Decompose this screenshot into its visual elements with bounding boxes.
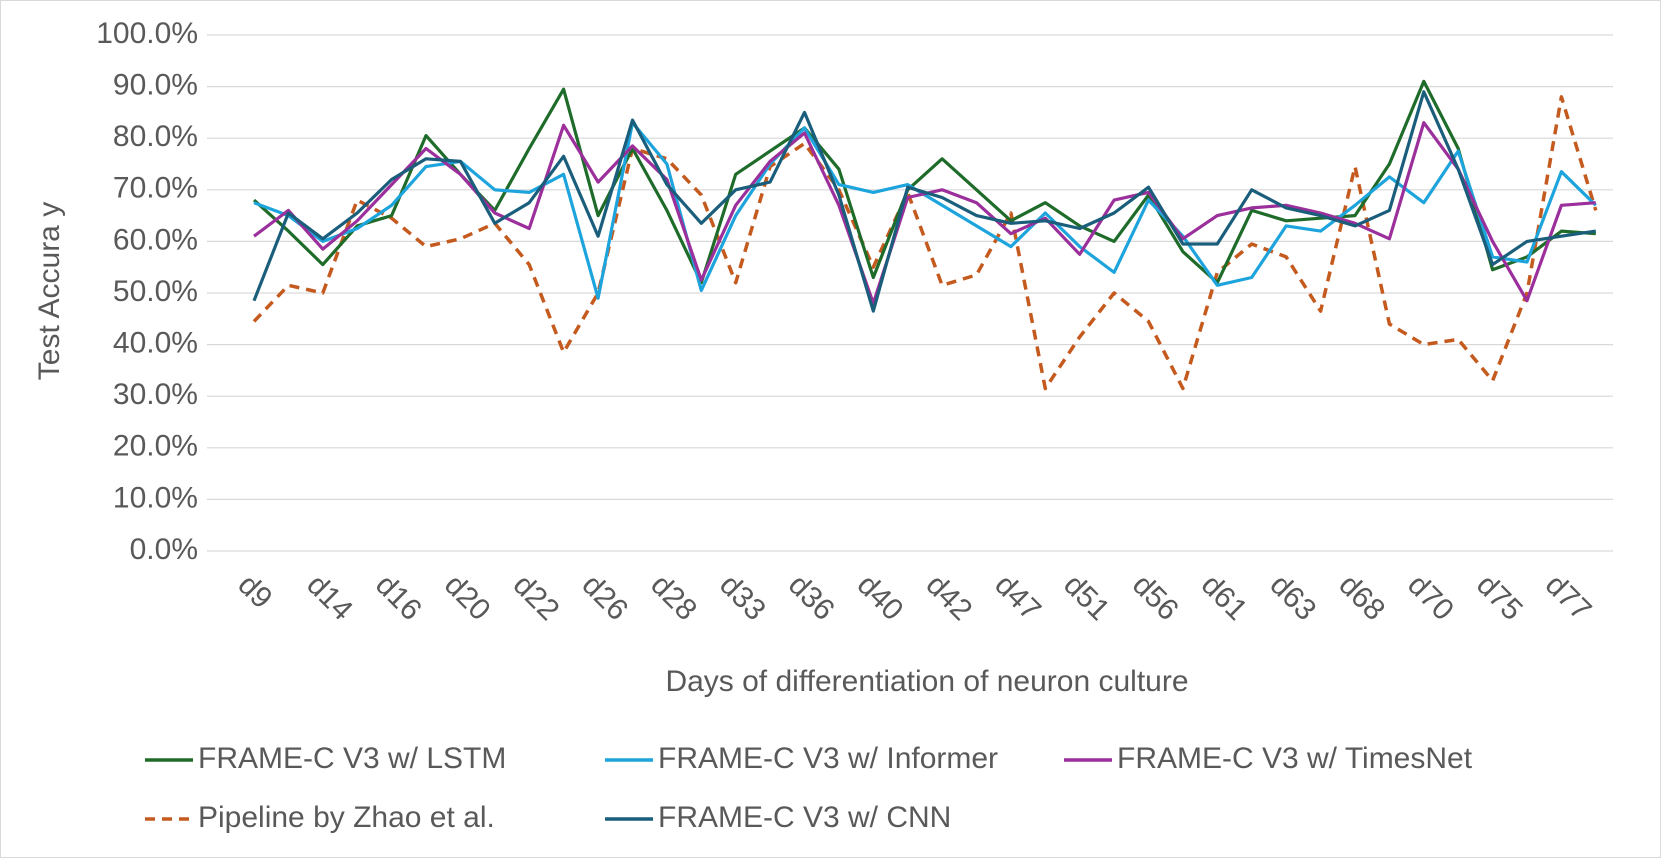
series-line [252, 90, 1597, 313]
legend-label: FRAME-C V3 w/ CNN [658, 801, 951, 834]
y-tick-label: 0.0% [130, 533, 198, 566]
y-tick-label: 10.0% [113, 481, 198, 514]
y-tick-label: 50.0% [113, 275, 198, 308]
y-tick-label: 100.0% [96, 17, 198, 50]
y-tick-label: 90.0% [113, 69, 198, 102]
legend-label: FRAME-C V3 w/ Informer [658, 742, 998, 775]
x-axis-title: Days of differentiation of neuron cultur… [665, 665, 1188, 698]
y-tick-label: 20.0% [113, 430, 198, 463]
legend-label: FRAME-C V3 w/ TimesNet [1117, 742, 1473, 775]
legend-label: FRAME-C V3 w/ LSTM [198, 742, 506, 775]
legend-label: Pipeline by Zhao et al. [198, 801, 495, 834]
y-tick-label: 60.0% [113, 223, 198, 256]
y-tick-label: 30.0% [113, 378, 198, 411]
y-tick-label: 70.0% [113, 172, 198, 205]
y-tick-label: 40.0% [113, 327, 198, 360]
y-axis-title: Test Accura y [33, 202, 66, 380]
y-tick-label: 80.0% [113, 120, 198, 153]
